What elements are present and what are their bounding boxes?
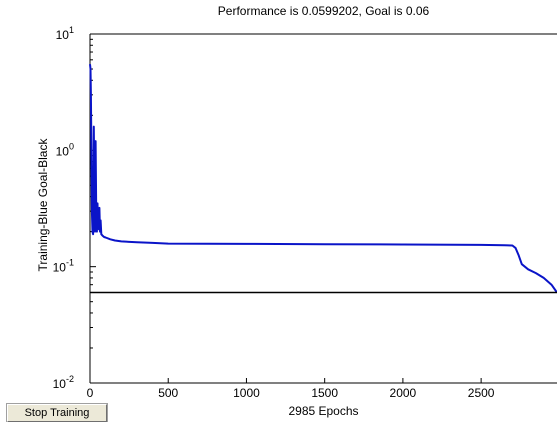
x-tick-label: 1500 bbox=[311, 386, 338, 400]
x-tick-label: 0 bbox=[87, 386, 94, 400]
y-tick-label: 101 bbox=[56, 25, 74, 42]
x-axis-label: 2985 Epochs bbox=[288, 404, 359, 418]
x-tick-label: 2500 bbox=[468, 386, 495, 400]
x-tick-label: 500 bbox=[158, 386, 178, 400]
x-tick-label: 2000 bbox=[390, 386, 417, 400]
y-tick-label: 10-2 bbox=[53, 374, 74, 391]
y-tick-label: 100 bbox=[56, 141, 74, 158]
y-tick-label: 10-1 bbox=[53, 258, 74, 275]
stop-training-button[interactable]: Stop Training bbox=[6, 403, 108, 422]
training-series-line bbox=[89, 64, 557, 294]
x-tick-label: 1000 bbox=[233, 386, 260, 400]
chart-title: Performance is 0.0599202, Goal is 0.06 bbox=[217, 4, 430, 18]
